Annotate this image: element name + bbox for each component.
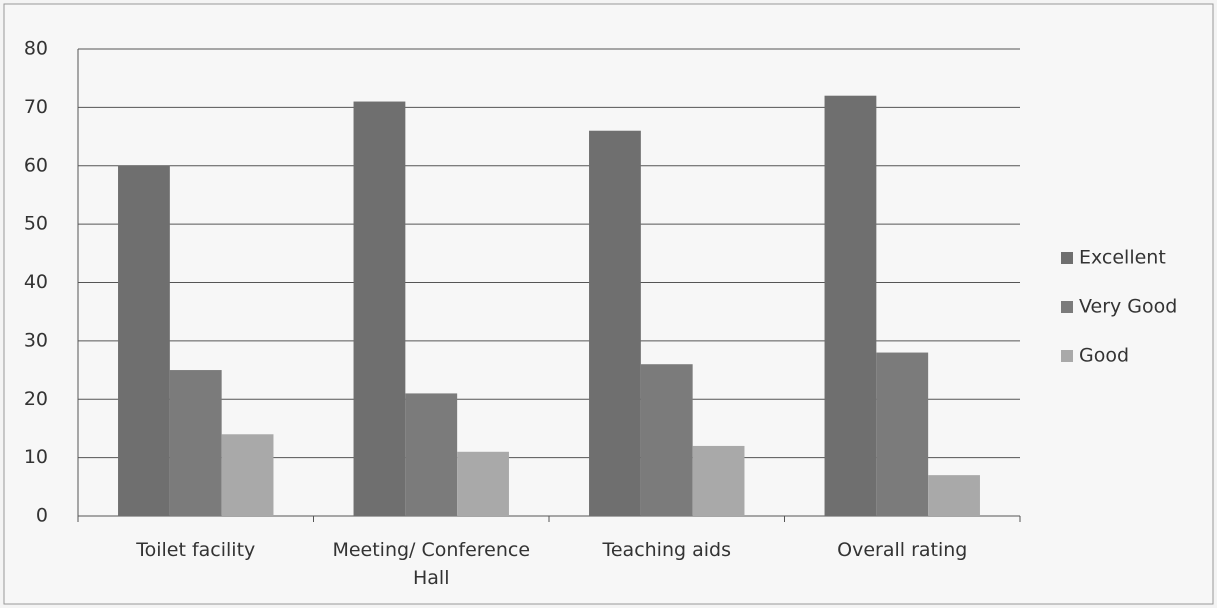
y-tick-label: 40	[24, 271, 48, 293]
y-tick-label: 20	[24, 388, 48, 410]
y-tick-label: 80	[24, 38, 48, 60]
bar	[640, 364, 693, 516]
bar	[692, 445, 745, 516]
bar	[221, 434, 274, 516]
x-tick-label: Teaching aids	[602, 539, 731, 561]
y-tick-label: 0	[36, 505, 48, 527]
x-tick-label: Toilet facility	[136, 539, 256, 561]
legend-label: Very Good	[1079, 296, 1177, 318]
bar	[589, 130, 641, 516]
bar	[928, 475, 980, 516]
legend-label: Good	[1079, 345, 1129, 367]
y-tick-label: 30	[24, 329, 48, 351]
x-tick-label: Meeting/ Conference Hall	[332, 539, 531, 589]
x-tick-label: Overall rating	[837, 539, 968, 561]
bar	[405, 393, 458, 516]
y-tick-label: 10	[24, 446, 48, 468]
bar	[457, 451, 509, 516]
bar	[876, 352, 929, 516]
legend-label: Excellent	[1079, 247, 1166, 269]
y-tick-label: 50	[24, 213, 48, 235]
legend-swatch	[1061, 252, 1073, 264]
y-tick-label: 60	[24, 154, 48, 176]
bar	[169, 370, 222, 516]
legend-swatch	[1061, 301, 1073, 313]
bar	[824, 95, 877, 516]
y-tick-label: 70	[24, 96, 48, 118]
legend-swatch	[1061, 350, 1073, 362]
bar	[353, 101, 406, 516]
bar	[118, 165, 170, 516]
